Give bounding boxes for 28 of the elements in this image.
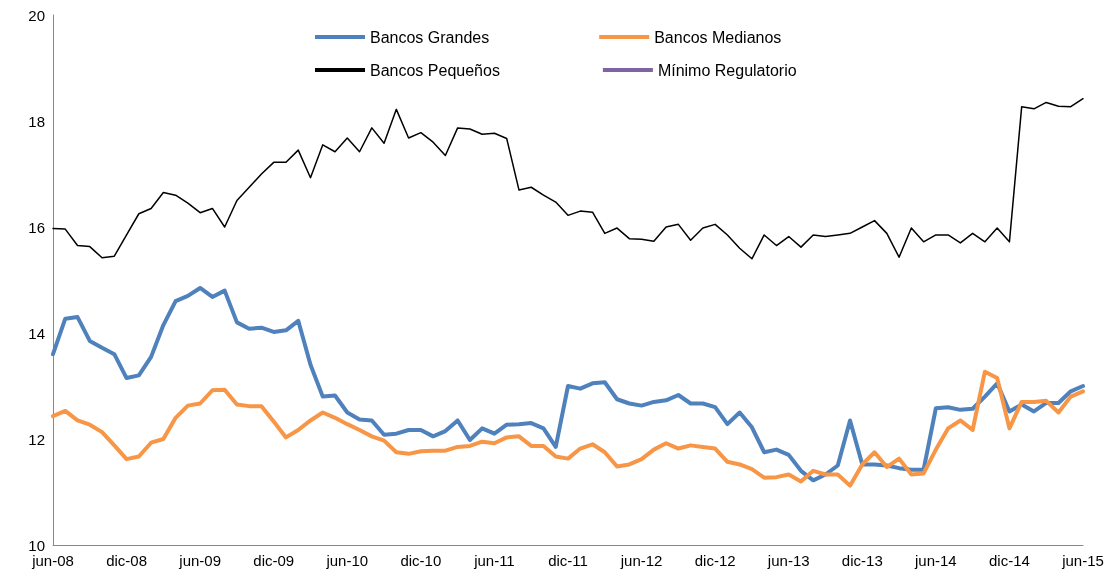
y-tick-label: 18 bbox=[28, 112, 45, 130]
legend-label: Bancos Pequeños bbox=[370, 61, 500, 79]
x-tick-label: dic-14 bbox=[989, 552, 1030, 569]
line-series bbox=[52, 97, 1084, 260]
x-tick-label: jun-12 bbox=[619, 552, 663, 569]
x-tick-label: dic-12 bbox=[694, 552, 736, 569]
x-tick-label: jun-15 bbox=[1061, 552, 1104, 569]
y-tick-label: 12 bbox=[28, 430, 45, 448]
x-tick-label: jun-11 bbox=[473, 552, 515, 569]
legend-label: Bancos Grandes bbox=[370, 28, 490, 46]
y-tick-label: 10 bbox=[28, 536, 45, 554]
y-tick-label: 16 bbox=[28, 218, 45, 236]
line-series bbox=[51, 369, 1085, 488]
y-tick-label: 14 bbox=[28, 324, 45, 342]
legend-label: Bancos Medianos bbox=[654, 28, 782, 46]
x-tick-label: dic-13 bbox=[841, 552, 883, 569]
x-tick-label: dic-09 bbox=[253, 552, 295, 569]
legend-label: Mínimo Regulatorio bbox=[657, 61, 797, 79]
x-tick-label: jun-13 bbox=[766, 552, 810, 569]
line-series bbox=[51, 285, 1085, 483]
x-tick-label: jun-10 bbox=[325, 552, 369, 569]
x-tick-label: jun-09 bbox=[178, 552, 221, 569]
y-tick-label: 20 bbox=[28, 6, 45, 24]
x-tick-label: dic-08 bbox=[106, 552, 147, 569]
x-tick-label: dic-10 bbox=[400, 552, 442, 569]
x-tick-label: dic-11 bbox=[548, 552, 588, 569]
x-tick-label: jun-14 bbox=[914, 552, 957, 569]
x-tick-label: jun-08 bbox=[31, 552, 74, 569]
